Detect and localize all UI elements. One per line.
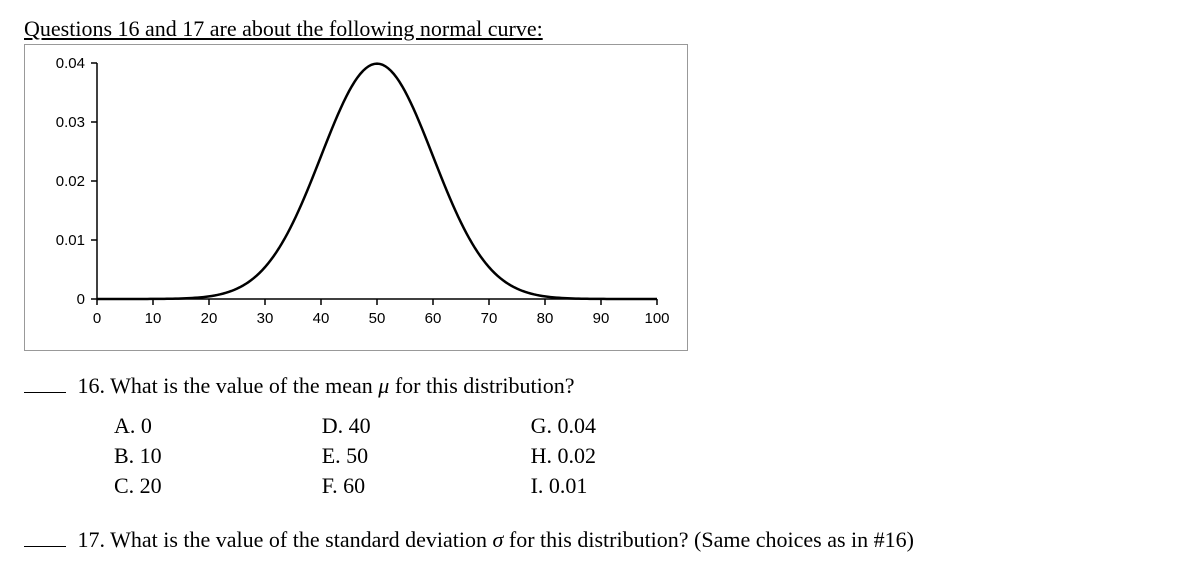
chart-container: 0 10 20 30 40 50 60 70 80 90 100 0 0.01 0.02 0.03 0.04	[24, 44, 688, 351]
q16-text-suffix: for this distribution?	[389, 373, 574, 398]
intro-text: Questions 16 and 17 are about the follow…	[24, 16, 1176, 42]
svg-text:10: 10	[145, 310, 162, 327]
choice-h: H. 0.02	[531, 443, 596, 469]
question-16: 16. What is the value of the mean μ for …	[24, 373, 1176, 399]
choice-d: D. 40	[322, 413, 371, 439]
choice-c: C. 20	[114, 473, 162, 499]
choice-f: F. 60	[322, 473, 371, 499]
svg-text:0.01: 0.01	[56, 232, 85, 249]
choices-col-3: G. 0.04 H. 0.02 I. 0.01	[531, 413, 596, 499]
choice-g: G. 0.04	[531, 413, 596, 439]
choice-a: A. 0	[114, 413, 162, 439]
svg-text:20: 20	[201, 310, 218, 327]
svg-text:90: 90	[593, 310, 610, 327]
normal-curve-chart: 0 10 20 30 40 50 60 70 80 90 100 0 0.01 0.02 0.03 0.04	[33, 53, 673, 333]
svg-text:0.03: 0.03	[56, 114, 85, 131]
q16-symbol: μ	[378, 373, 389, 398]
svg-text:60: 60	[425, 310, 442, 327]
svg-text:0.04: 0.04	[56, 55, 85, 72]
answer-blank-17	[24, 546, 66, 547]
choice-e: E. 50	[322, 443, 371, 469]
q17-text-prefix: 17. What is the value of the standard de…	[78, 527, 493, 552]
answer-blank-16	[24, 392, 66, 393]
svg-text:80: 80	[537, 310, 554, 327]
svg-text:50: 50	[369, 310, 386, 327]
choice-b: B. 10	[114, 443, 162, 469]
svg-text:100: 100	[644, 310, 669, 327]
q16-choices: A. 0 B. 10 C. 20 D. 40 E. 50 F. 60 G. 0.…	[114, 413, 1176, 499]
choices-col-1: A. 0 B. 10 C. 20	[114, 413, 162, 499]
svg-text:70: 70	[481, 310, 498, 327]
q16-text-prefix: 16. What is the value of the mean	[78, 373, 379, 398]
q17-symbol: σ	[493, 527, 504, 552]
svg-text:0: 0	[77, 291, 85, 308]
svg-text:0.02: 0.02	[56, 173, 85, 190]
q17-text-suffix: for this distribution? (Same choices as …	[503, 527, 914, 552]
choices-col-2: D. 40 E. 50 F. 60	[322, 413, 371, 499]
svg-text:40: 40	[313, 310, 330, 327]
choice-i: I. 0.01	[531, 473, 596, 499]
svg-text:0: 0	[93, 310, 101, 327]
question-17: 17. What is the value of the standard de…	[24, 527, 1176, 553]
svg-text:30: 30	[257, 310, 274, 327]
